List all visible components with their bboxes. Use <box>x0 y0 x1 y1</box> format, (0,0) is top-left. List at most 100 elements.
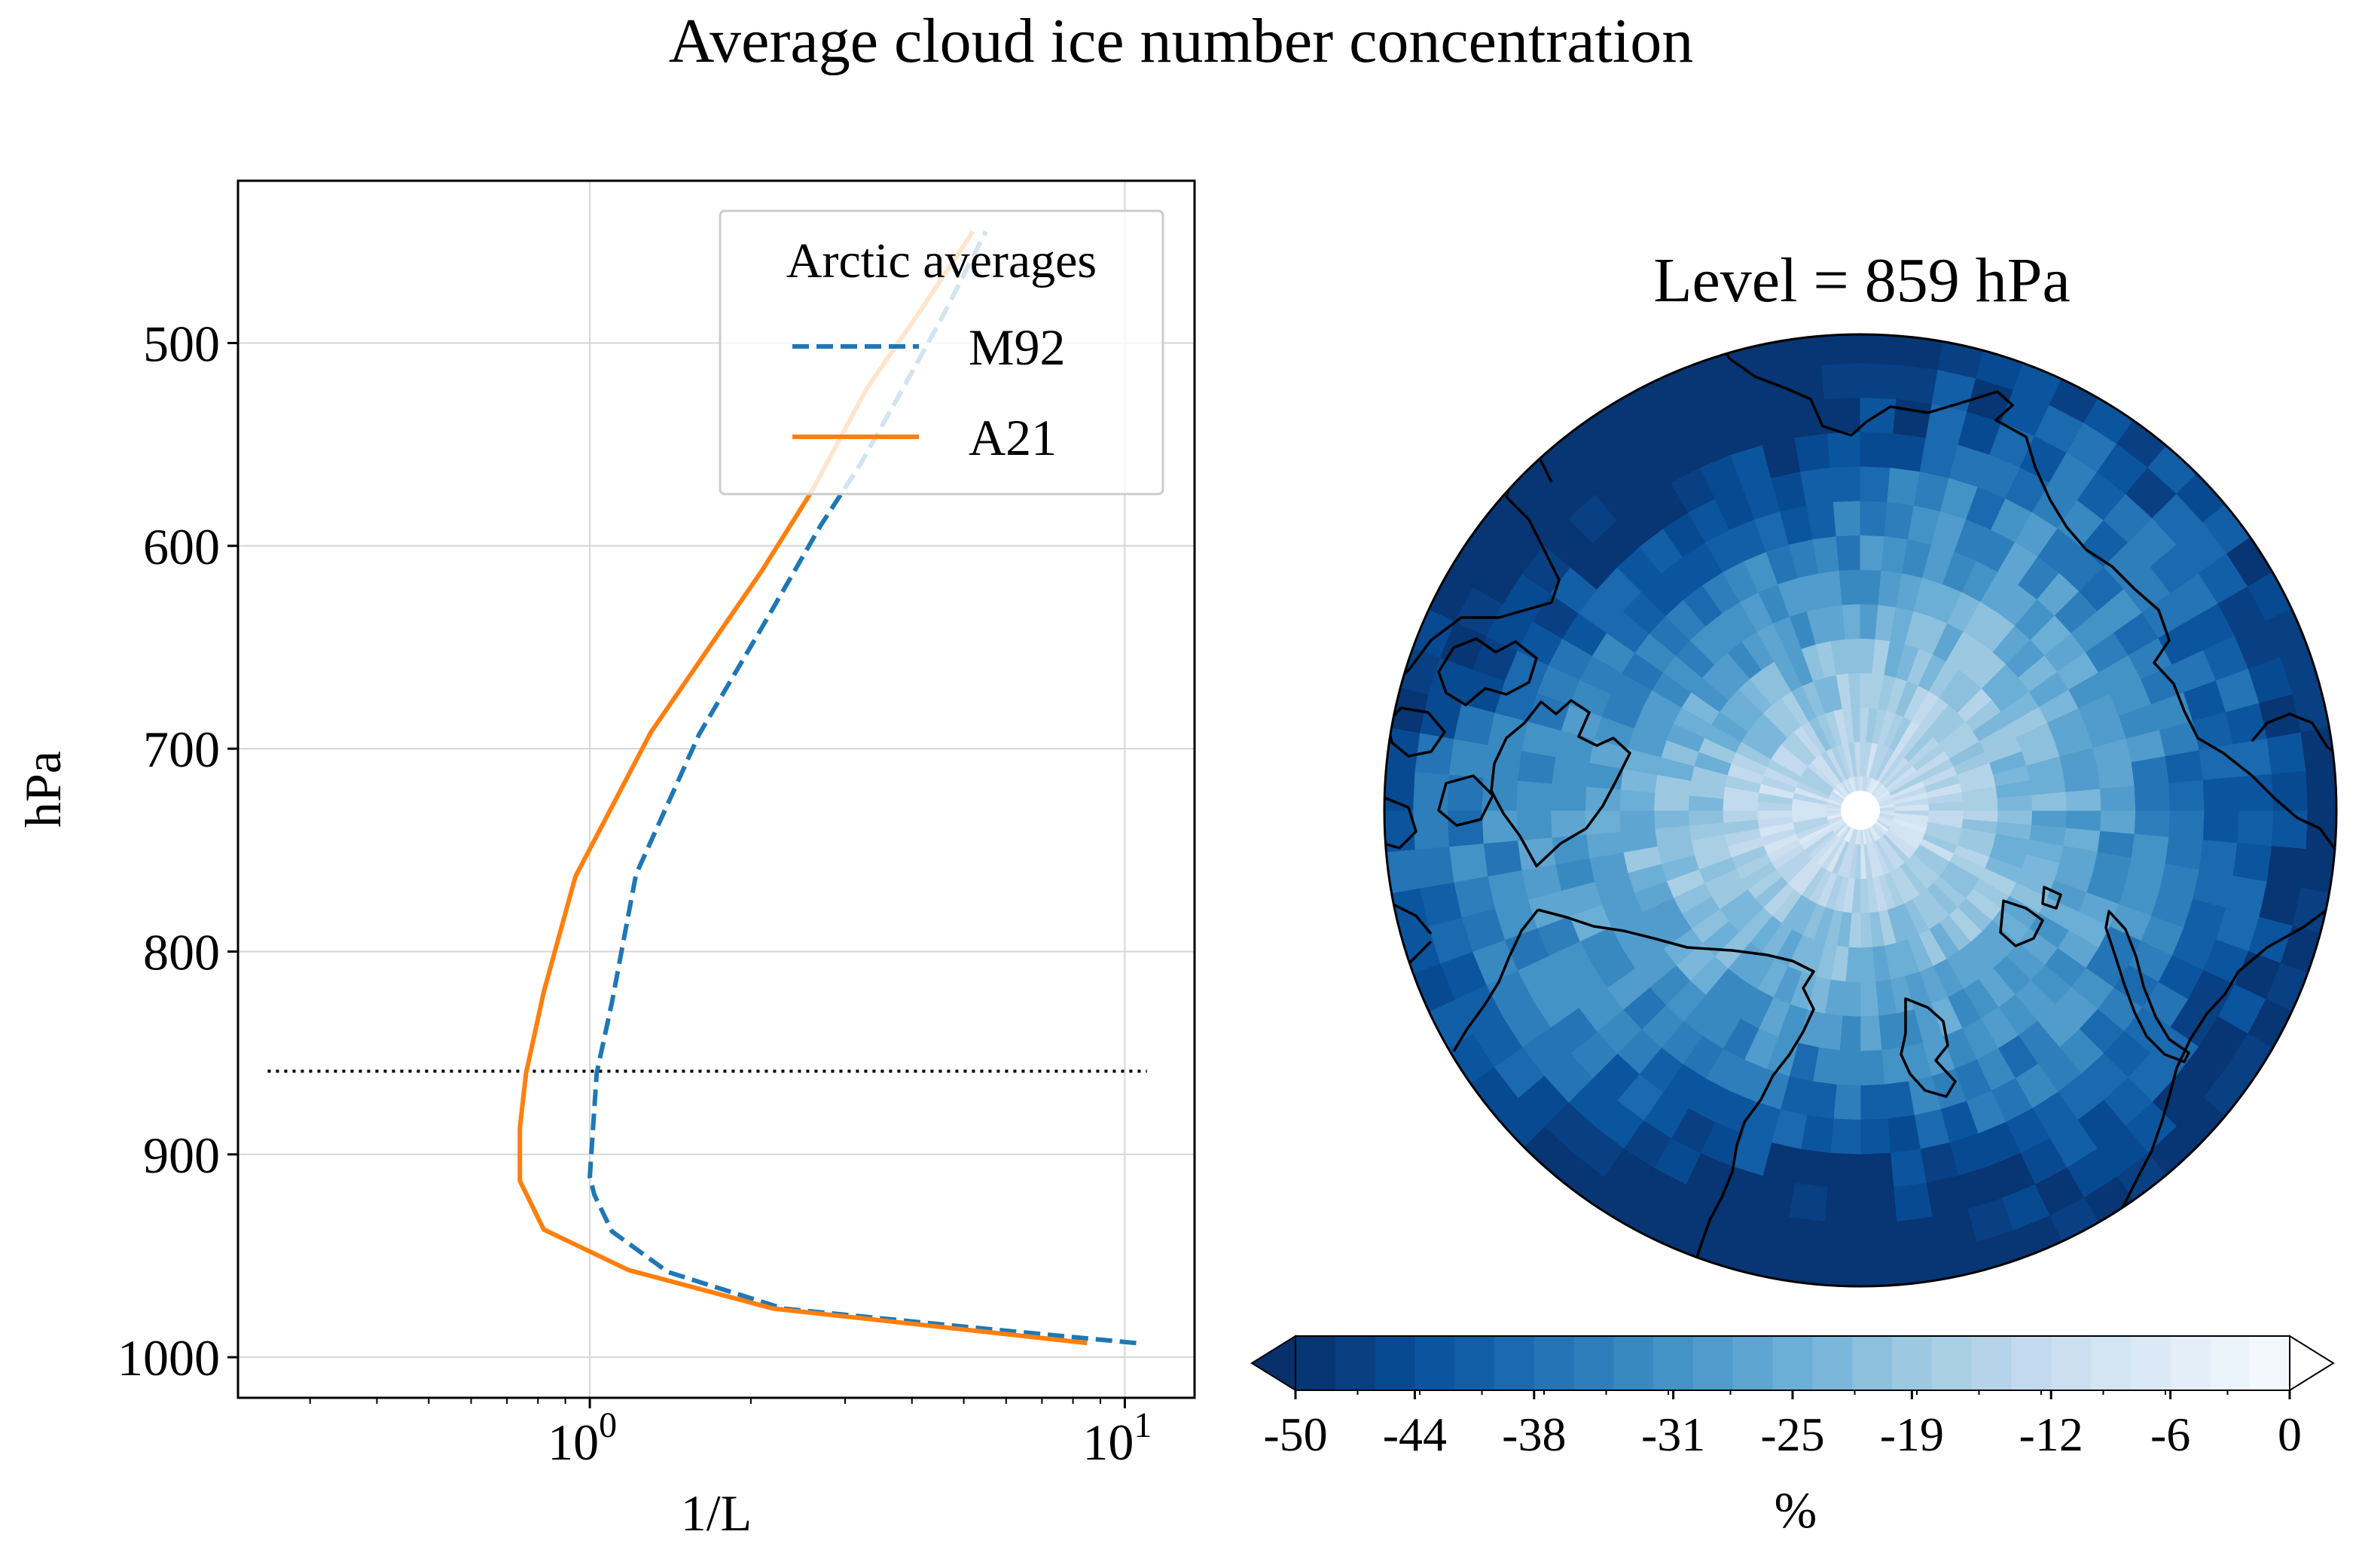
map-cell <box>1860 500 1888 537</box>
map-cell <box>2065 810 2102 832</box>
colorbar-segment <box>1454 1336 1495 1390</box>
figure-title: Average cloud ice number concentration <box>669 6 1694 76</box>
y-tick-label: 500 <box>143 315 220 372</box>
map-cell <box>1826 1152 1861 1190</box>
map-cell <box>1887 1115 1921 1154</box>
map-cell <box>1788 1182 1828 1223</box>
map-cell <box>2134 810 2171 838</box>
map-cell <box>2202 810 2240 844</box>
map-cell <box>2100 810 2137 835</box>
coastline-archipelago <box>1384 637 1538 850</box>
legend-label-a21: A21 <box>969 409 1057 466</box>
colorbar-segment <box>1971 1336 2012 1390</box>
colorbar-segment <box>1295 1336 1336 1390</box>
y-tick-label: 900 <box>143 1127 220 1184</box>
y-tick-label: 700 <box>143 721 220 778</box>
map-cell <box>1860 1084 1888 1121</box>
colorbar-tick-label: -19 <box>1880 1408 1944 1461</box>
map-cell <box>2232 738 2273 778</box>
map-cell <box>1800 467 1834 506</box>
map-cell <box>1414 846 1454 889</box>
colorbar-segment <box>2210 1336 2251 1390</box>
y-tick-label: 800 <box>143 923 220 981</box>
polar-map <box>1384 334 2336 1286</box>
colorbar-segment <box>1892 1336 1933 1390</box>
map-boundary <box>1383 333 2338 1288</box>
coastline-siberia <box>1716 334 2336 853</box>
legend-box <box>719 209 1164 496</box>
legend: Arctic averages M92 A21 <box>719 209 1164 496</box>
colorbar-segment <box>1613 1336 1654 1390</box>
map-cell <box>1820 362 1861 400</box>
map-cell <box>1446 810 1484 847</box>
map-cell <box>1817 1255 1861 1286</box>
colorbar-extend-high <box>2289 1335 2335 1392</box>
map-cell <box>1842 603 1861 639</box>
map-cell <box>1893 398 1933 438</box>
colorbar-segment <box>1693 1336 1734 1390</box>
map-cell <box>1836 1050 1861 1087</box>
map-cell <box>2271 810 2309 850</box>
colorbar-segment <box>2091 1336 2132 1390</box>
map-cell <box>1829 1118 1861 1155</box>
colorbar-segment <box>2250 1336 2290 1390</box>
colorbar-extend-low <box>1250 1335 1296 1392</box>
coastline-ellesmere <box>1490 699 1631 868</box>
map-cell <box>1896 1216 1939 1257</box>
map-cell <box>1860 1050 1885 1087</box>
coastline-novaya-zemlya <box>2104 910 2190 1063</box>
profile-axes-frame <box>237 179 1196 1399</box>
colorbar-segment <box>2011 1336 2052 1390</box>
map-cell <box>1515 779 1552 811</box>
colorbar-segment <box>2051 1336 2092 1390</box>
colorbar-tick-label: -38 <box>1502 1408 1566 1461</box>
map-cell <box>1782 364 1825 404</box>
x-tick-label: 100 <box>548 1405 617 1471</box>
map-cell <box>1817 334 1861 365</box>
map-cell <box>1860 465 1891 502</box>
colorbar-segment <box>1812 1336 1853 1390</box>
colorbar-tick-label: -25 <box>1760 1408 1824 1461</box>
map-cell <box>1833 500 1861 537</box>
map-cell <box>1890 432 1927 472</box>
colorbar-tick-label: -31 <box>1641 1408 1705 1461</box>
y-tick-label: 600 <box>143 518 220 575</box>
map-cell <box>1893 1182 1933 1223</box>
map-cell <box>2306 767 2336 811</box>
map-cell <box>1550 810 1587 838</box>
map-cell <box>1448 843 1488 883</box>
map-cell <box>1860 1187 1897 1225</box>
profile-ticks: 500 600 700 800 900 1000 100 101 <box>117 315 1152 1471</box>
colorbar-segment <box>1335 1336 1376 1390</box>
map-cell <box>1515 810 1552 841</box>
map-cell <box>1860 1152 1894 1190</box>
map-cell <box>1448 738 1488 778</box>
colorbar-segment <box>2170 1336 2211 1390</box>
map-cell <box>1794 432 1831 472</box>
map-cell <box>1826 431 1861 468</box>
map-cell <box>1829 465 1861 502</box>
map-cell <box>1823 1187 1861 1225</box>
map-cell <box>1860 334 1903 365</box>
map-cell <box>2168 810 2205 841</box>
colorbar-segment <box>2130 1336 2171 1390</box>
map-cell <box>1550 782 1587 811</box>
coastline-svalbard <box>1900 997 1957 1098</box>
map-cell <box>2031 792 2068 811</box>
coastline-greenland <box>1537 908 1815 1281</box>
coastline-scandinavia <box>2104 902 2336 1236</box>
map-cell <box>2165 750 2204 784</box>
map-cell <box>1412 810 1450 850</box>
map-cell <box>1482 840 1522 877</box>
colorbar: -50 -44 -38 -31 -25 -19 -12 -6 0 <box>1250 1335 2335 1461</box>
map-cell <box>1860 362 1900 400</box>
map-cell <box>1896 364 1939 404</box>
map-cell <box>1860 981 1879 1017</box>
map-cell <box>2134 782 2171 811</box>
profile-panel: 500 600 700 800 900 1000 100 101 1/L hPa Arctic… <box>14 179 1196 1542</box>
map-cell <box>1687 810 1724 826</box>
colorbar-tick-label: 0 <box>2278 1408 2302 1461</box>
coastline-hudson <box>1384 940 1433 1055</box>
map-cell <box>1860 569 1882 606</box>
